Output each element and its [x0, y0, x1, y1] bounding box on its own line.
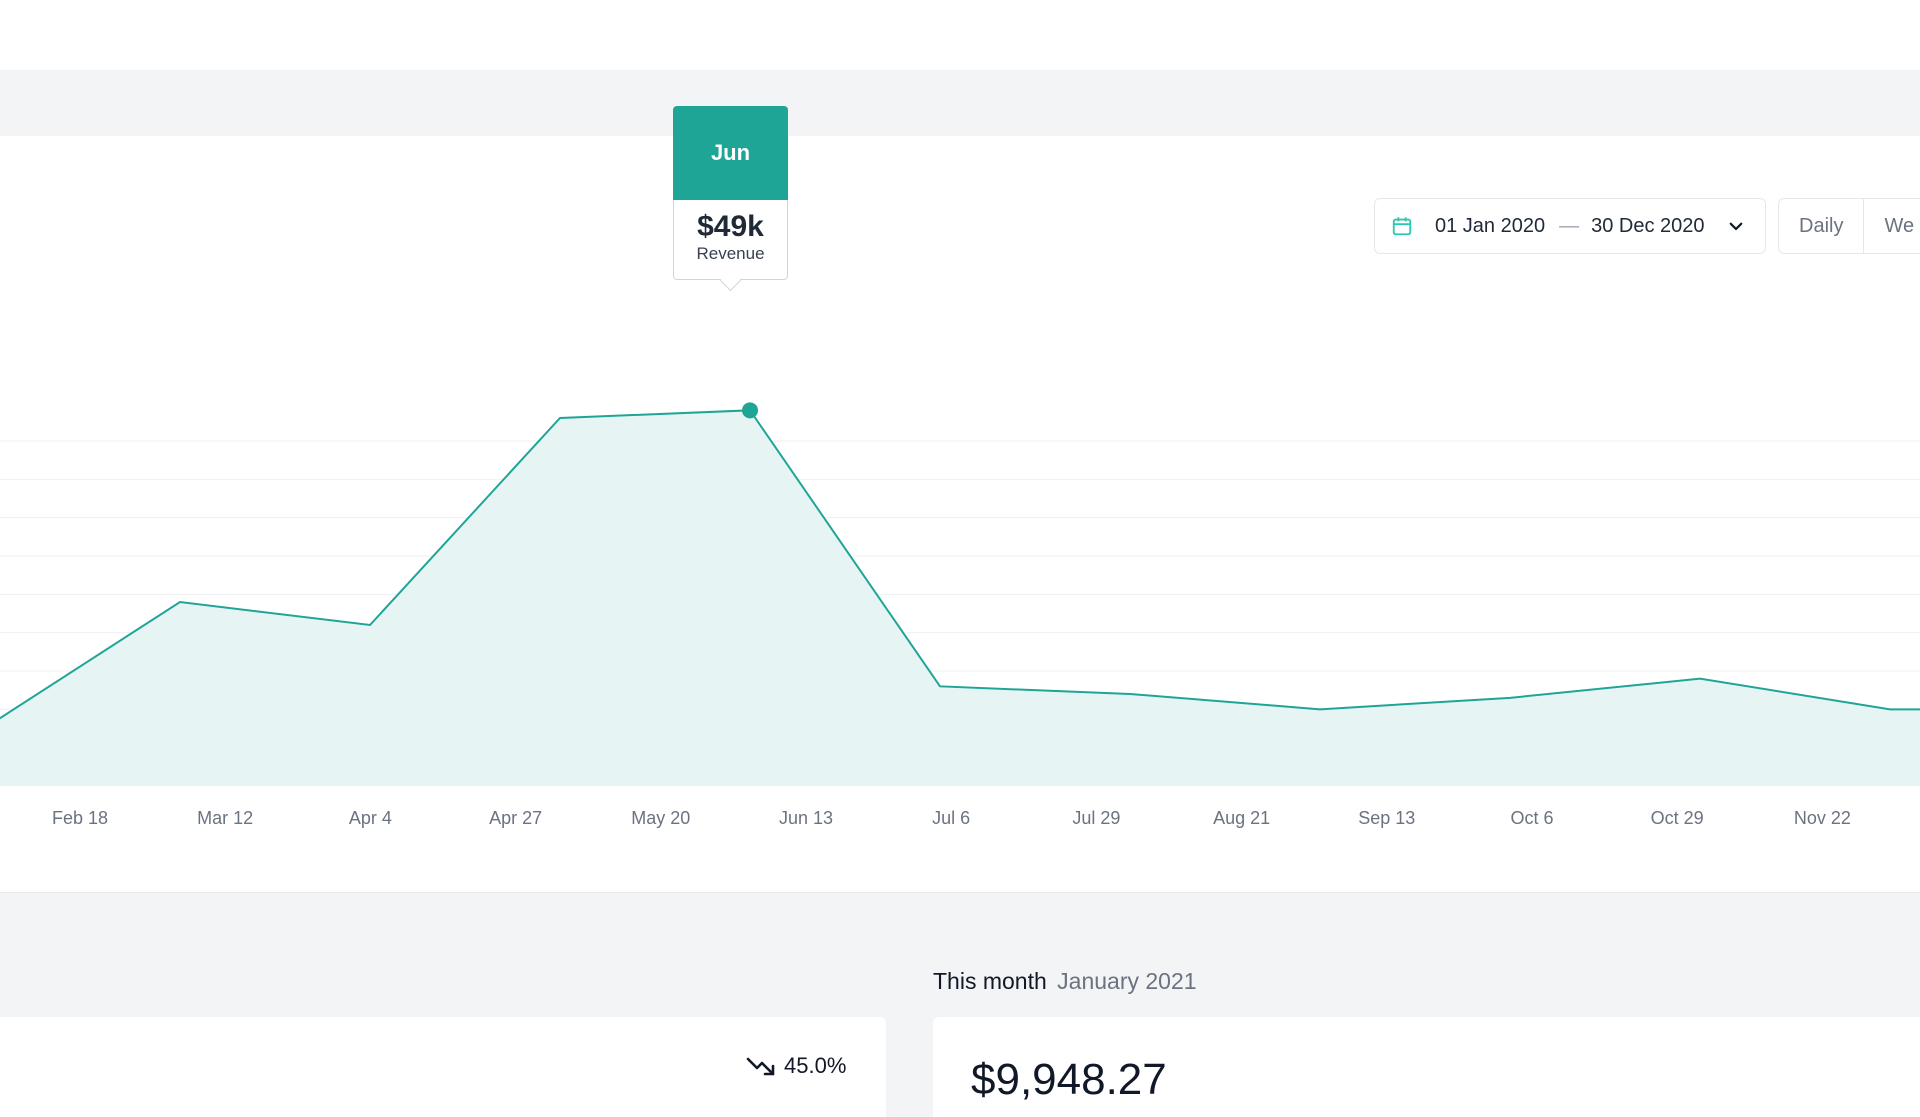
revenue-area: [0, 410, 1920, 786]
highlighted-data-point[interactable]: [742, 402, 758, 419]
date-range-end: 30 Dec 2020: [1591, 214, 1705, 237]
tooltip-value: $49k: [697, 210, 764, 243]
date-range-picker[interactable]: 01 Jan 2020 — 30 Dec 2020: [1374, 198, 1766, 254]
this-month-value: January 2021: [1057, 968, 1197, 994]
x-tick-label: Sep 13: [1358, 808, 1415, 828]
top-bar: [0, 0, 1920, 70]
trend-indicator: 45.0%: [746, 1053, 846, 1079]
revenue-chart-card: Feb 18 Mar 12 Apr 4 Apr 27 May 20 Jun 13 Jul 6…: [0, 136, 1920, 893]
calendar-icon: [1392, 217, 1412, 236]
x-tick-label: Oct 29: [1651, 808, 1704, 828]
granularity-toggle: Daily We: [1778, 198, 1920, 254]
x-axis-ticks: Feb 18 Mar 12 Apr 4 Apr 27 May 20 Jun 13 Jul 6…: [52, 808, 1851, 828]
x-tick-label: Mar 12: [197, 808, 253, 828]
trend-percentage: 45.0%: [784, 1053, 847, 1078]
x-tick-label: Nov 22: [1794, 808, 1851, 828]
x-tick-label: Aug 21: [1213, 808, 1270, 828]
revenue-chart: Feb 18 Mar 12 Apr 4 Apr 27 May 20 Jun 13 Jul 6…: [0, 402, 1920, 828]
tooltip-month: Jun: [673, 106, 788, 200]
this-month-label: This month: [933, 968, 1047, 994]
x-tick-label: Jul 29: [1072, 808, 1120, 828]
month-revenue-amount: $9,948.27: [971, 1055, 1167, 1104]
trending-down-icon: [746, 1057, 775, 1076]
revenue-line: [0, 409, 1920, 720]
this-month-heading: This month January 2021: [933, 968, 1197, 995]
date-range-separator: —: [1559, 214, 1580, 237]
x-tick-label: Jun 13: [779, 808, 833, 828]
chevron-down-icon[interactable]: [1727, 217, 1745, 235]
tooltip-label: Revenue: [696, 244, 765, 263]
x-tick-label: Apr 27: [489, 808, 542, 828]
revenue-points: [742, 402, 758, 419]
granularity-daily-button[interactable]: Daily: [1779, 199, 1865, 253]
x-tick-label: Feb 18: [52, 808, 108, 828]
x-tick-label: Oct 6: [1510, 808, 1553, 828]
summary-card-left: 45.0%: [0, 1017, 886, 1117]
date-range-start: 01 Jan 2020: [1435, 214, 1546, 237]
summary-card-right: $9,948.27: [933, 1017, 1920, 1117]
chart-tooltip: Jun $49k Revenue: [673, 106, 788, 292]
x-tick-label: Apr 4: [349, 808, 392, 828]
x-tick-label: Jul 6: [932, 808, 970, 828]
tooltip-body: $49k Revenue: [673, 200, 788, 292]
x-tick-label: May 20: [631, 808, 690, 828]
granularity-weekly-button[interactable]: We: [1864, 199, 1920, 253]
